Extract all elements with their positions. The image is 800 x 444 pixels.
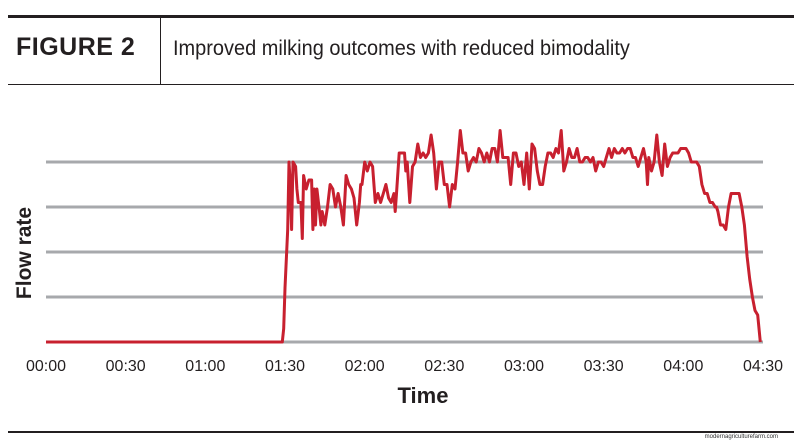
bottom-rule [8,431,794,433]
x-tick-label: 03:00 [504,358,544,375]
series-line-1 [46,129,762,344]
gridlines [46,160,763,299]
x-tick-label: 03:30 [584,358,624,375]
figure-label: FIGURE 2 [16,33,136,61]
x-tick-label: 01:00 [185,358,225,375]
x-axis-label: Time [398,383,449,408]
x-tick-label: 02:30 [424,358,464,375]
header-bottom-rule [8,84,794,85]
watermark: modernagriculturefarm.com [704,434,778,440]
header-divider [160,18,161,84]
top-rule [8,15,794,18]
x-tick-label: 02:00 [345,358,385,375]
x-tick-label: 00:30 [106,358,146,375]
x-tick-label: 04:00 [663,358,703,375]
x-tick-labels: 00:00 00:30 01:00 01:30 02:00 02:30 03:00 03:30… [26,358,783,375]
y-axis-label: Flow rate [13,207,36,299]
x-tick-label: 01:30 [265,358,305,375]
x-tick-label: 00:00 [26,358,66,375]
figure-title: Improved milking outcomes with reduced b… [173,37,630,60]
series-group [46,129,762,344]
x-tick-label: 04:30 [743,358,783,375]
